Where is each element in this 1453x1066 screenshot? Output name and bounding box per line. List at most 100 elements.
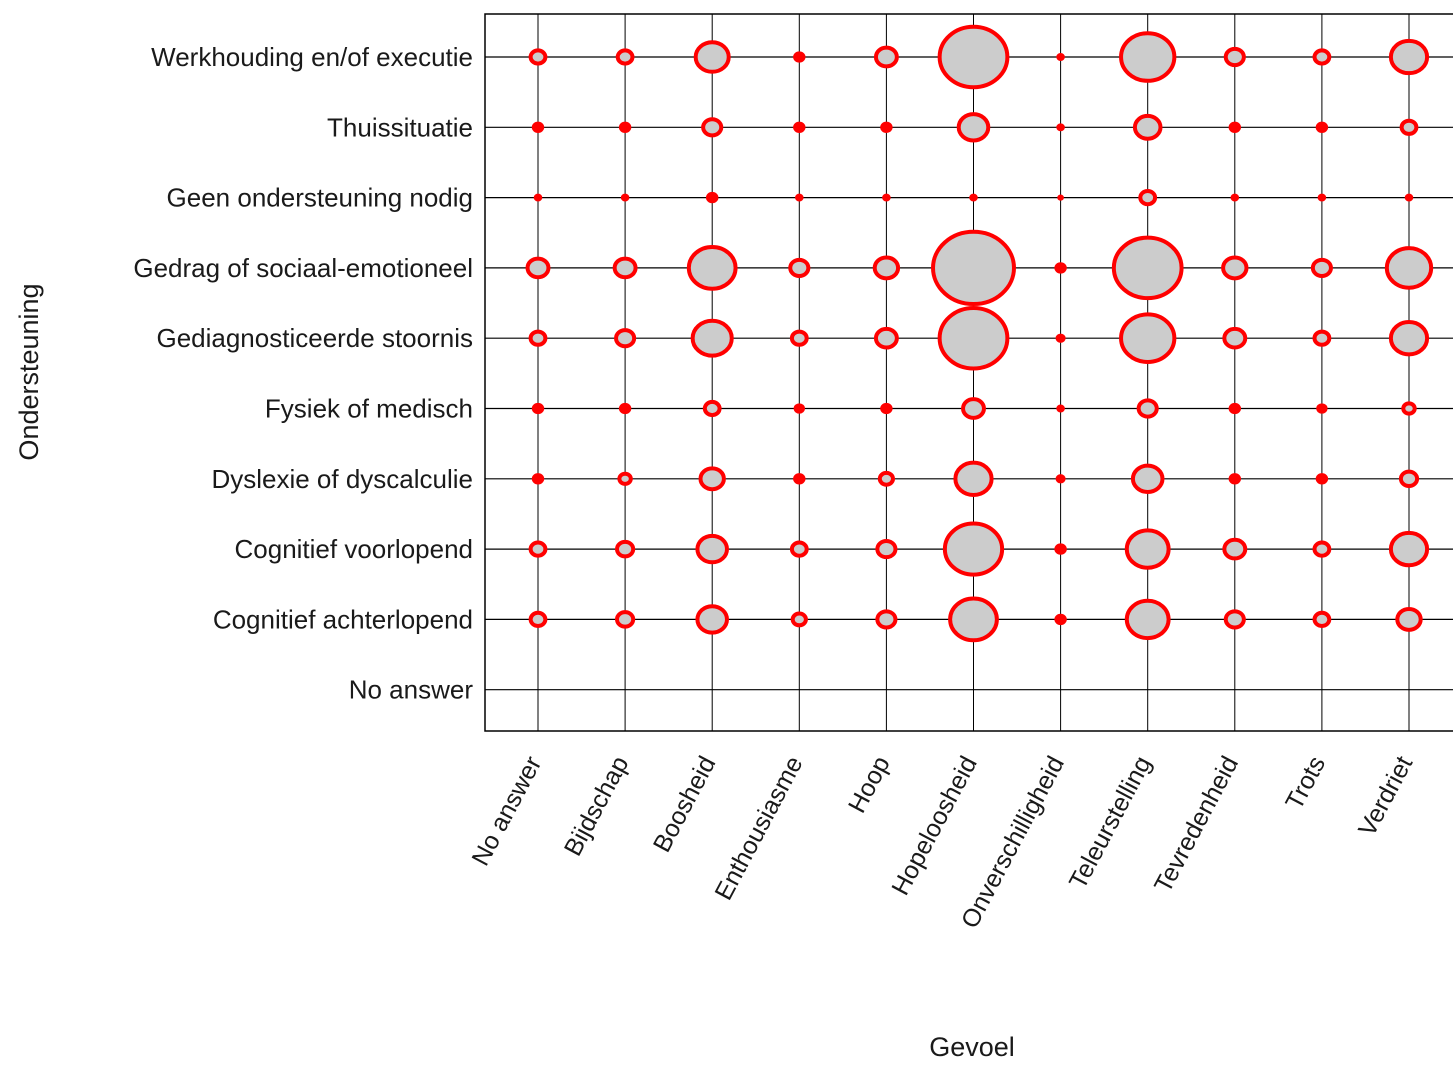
bubble-marker (531, 402, 545, 415)
bubble-marker (877, 470, 896, 487)
bubble-marker (1316, 403, 1328, 414)
bubble-marker (1221, 255, 1249, 281)
bubble-marker (1132, 113, 1163, 141)
bubble-marker (612, 256, 638, 280)
x-tick-label: Hopeloosheid (886, 752, 983, 900)
y-tick-label: Cognitief voorlopend (235, 534, 474, 564)
bubble-marker (789, 540, 809, 558)
bubble-marker (873, 45, 899, 69)
bubble-marker (1228, 402, 1242, 415)
x-tick-label: Bijdschap (559, 752, 635, 861)
bubble-marker (1130, 463, 1165, 494)
bubble-marker (1124, 598, 1171, 641)
bubble-marker (1111, 235, 1184, 301)
x-tick-label: Teleurstelling (1064, 752, 1157, 894)
bubble-marker (956, 112, 991, 143)
bubble-marker (1312, 48, 1332, 66)
bubble-marker (882, 193, 891, 202)
x-axis-title: Gevoel (929, 1032, 1015, 1061)
bubble-marker (1056, 123, 1065, 132)
bubble-marker (533, 193, 543, 202)
bubble-marker (695, 604, 729, 635)
bubble-marker (1315, 473, 1329, 485)
bubble-marker (1317, 193, 1327, 202)
bubble-marker (1312, 540, 1332, 558)
bubble-marker (1395, 606, 1423, 632)
y-tick-label: Fysiek of medisch (265, 394, 473, 424)
bubble-marker (618, 121, 632, 133)
x-tick-label: Boosheid (648, 752, 722, 857)
bubble-marker (1230, 193, 1240, 202)
bubble-marker (793, 121, 806, 133)
bubble-marker (705, 191, 719, 204)
bubble-marker (1404, 193, 1414, 202)
bubble-marker (1055, 474, 1066, 484)
bubble-marker (701, 117, 724, 138)
bubble-marker (1054, 613, 1067, 626)
y-tick-label: No answer (349, 675, 474, 705)
bubble-marker (1056, 53, 1065, 61)
bubble-marker (528, 610, 548, 629)
bubble-marker (969, 193, 978, 202)
bubble-marker (620, 193, 630, 202)
bubble-marker (937, 305, 1010, 371)
bubble-marker (872, 255, 901, 281)
bubble-marker (615, 539, 636, 559)
bubble-marker (953, 460, 994, 497)
y-tick-label: Gedrag of sociaal-emotioneel (133, 253, 473, 283)
bubble-marker (942, 521, 1005, 577)
bubble-marker (788, 257, 811, 278)
bubble-marker (1384, 246, 1434, 290)
y-tick-label: Geen ondersteuning nodig (167, 183, 473, 213)
bubble-marker (961, 397, 986, 420)
bubble-marker (1388, 530, 1430, 568)
bubble-marker (931, 229, 1016, 307)
bubble-marker (1388, 320, 1430, 357)
bubble-marker (790, 611, 808, 628)
bubble-marker (531, 121, 545, 133)
bubble-marker (690, 318, 734, 358)
bubble-marker (873, 326, 899, 350)
bubble-marker (702, 399, 722, 418)
bubble-marker (528, 329, 548, 347)
bubble-marker (686, 245, 738, 291)
y-axis-title: Ondersteuning (14, 283, 44, 460)
bubble-marker (1056, 404, 1065, 413)
y-tick-label: Werkhouding en/of executie (151, 42, 473, 72)
bubble-marker (789, 329, 809, 347)
bubble-marker (1057, 194, 1064, 201)
bubble-marker (615, 610, 636, 629)
y-tick-label: Dyslexie of dyscalculie (211, 464, 473, 494)
bubble-marker (1401, 401, 1417, 416)
bubble-marker (1055, 333, 1066, 343)
y-tick-label: Gediagnosticeerde stoornis (156, 323, 473, 353)
bubble-marker (531, 473, 545, 485)
bubble-marker (937, 24, 1010, 90)
y-tick-label: Thuissituatie (327, 112, 473, 142)
bubble-marker (1228, 121, 1242, 133)
bubble-marker (695, 533, 729, 565)
bubble-marker (1312, 610, 1332, 629)
bubble-marker (525, 256, 551, 280)
bubble-marker (1119, 31, 1177, 83)
bubble-marker (875, 539, 898, 560)
bubble-marker (1388, 38, 1430, 76)
bubble-marker (1136, 398, 1159, 419)
bubble-marker (793, 473, 806, 485)
bubble-marker (1398, 469, 1420, 489)
bubble-marker (618, 402, 632, 415)
bubble-marker (794, 193, 804, 202)
bubble-marker (614, 328, 637, 349)
bubble-marker (948, 596, 999, 643)
y-tick-label: Cognitief achterlopend (213, 604, 473, 634)
bubble-marker (528, 48, 548, 66)
bubble-marker (1310, 257, 1333, 278)
bubble-marker (1138, 189, 1158, 207)
bubble-marker (693, 40, 731, 74)
bubble-marker (875, 609, 898, 630)
x-tick-label: No answer (466, 752, 547, 871)
x-tick-label: Hoop (843, 752, 896, 818)
bubble-marker (1119, 312, 1177, 364)
x-tick-label: Tevredenheid (1149, 752, 1244, 898)
